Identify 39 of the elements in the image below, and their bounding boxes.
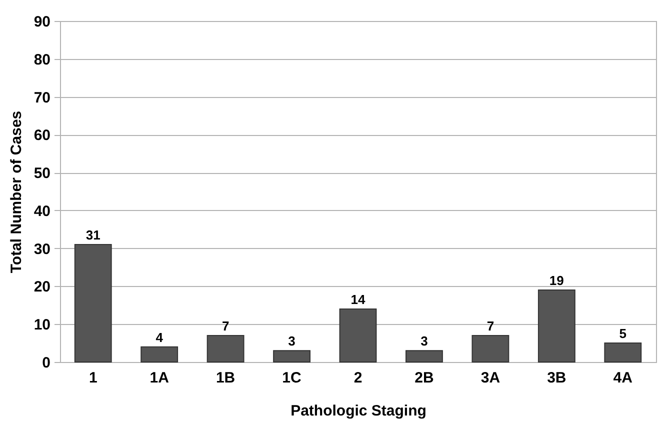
data-label: 5 — [619, 326, 627, 342]
y-tick-label: 10 — [34, 316, 50, 334]
x-tick-label: 1C — [282, 370, 302, 386]
x-tick-label: 1 — [88, 370, 98, 386]
x-tick-label: 2 — [354, 370, 362, 386]
bar — [472, 334, 510, 362]
y-tick-label: 20 — [34, 278, 50, 296]
bar — [140, 346, 178, 362]
y-tick-label: 80 — [34, 51, 50, 68]
x-tick-label: 2B — [414, 370, 434, 386]
data-label: 7 — [222, 318, 230, 334]
y-tick-label: 70 — [34, 89, 50, 106]
bar — [339, 308, 377, 362]
data-label: 19 — [549, 273, 564, 288]
data-label: 14 — [350, 292, 366, 307]
bar — [74, 244, 112, 362]
data-label: 31 — [86, 228, 100, 243]
x-axis-title: Pathologic Staging — [290, 402, 426, 420]
y-tick-label: 60 — [34, 127, 50, 144]
y-tick-label: 50 — [34, 165, 50, 182]
x-tick-label: 3A — [480, 370, 500, 386]
bar — [206, 334, 244, 362]
bar — [604, 342, 642, 362]
y-tick-label: 30 — [34, 240, 50, 258]
bar — [273, 350, 310, 362]
bar — [538, 290, 576, 362]
data-label: 3 — [288, 334, 296, 349]
y-tick-label: 0 — [42, 354, 50, 372]
x-tick-label: 3B — [547, 370, 566, 386]
y-tick-label: 90 — [34, 14, 50, 30]
x-tick-label: 1B — [216, 370, 236, 386]
data-label: 7 — [486, 318, 494, 334]
data-label: 4 — [156, 330, 164, 345]
bar — [406, 350, 443, 362]
x-tick-label: 4A — [613, 370, 633, 386]
y-tick-label: 40 — [34, 202, 50, 220]
y-axis-title: Total Number of Cases — [8, 110, 25, 274]
x-tick-label: 1A — [150, 370, 170, 386]
data-label: 3 — [420, 334, 428, 349]
